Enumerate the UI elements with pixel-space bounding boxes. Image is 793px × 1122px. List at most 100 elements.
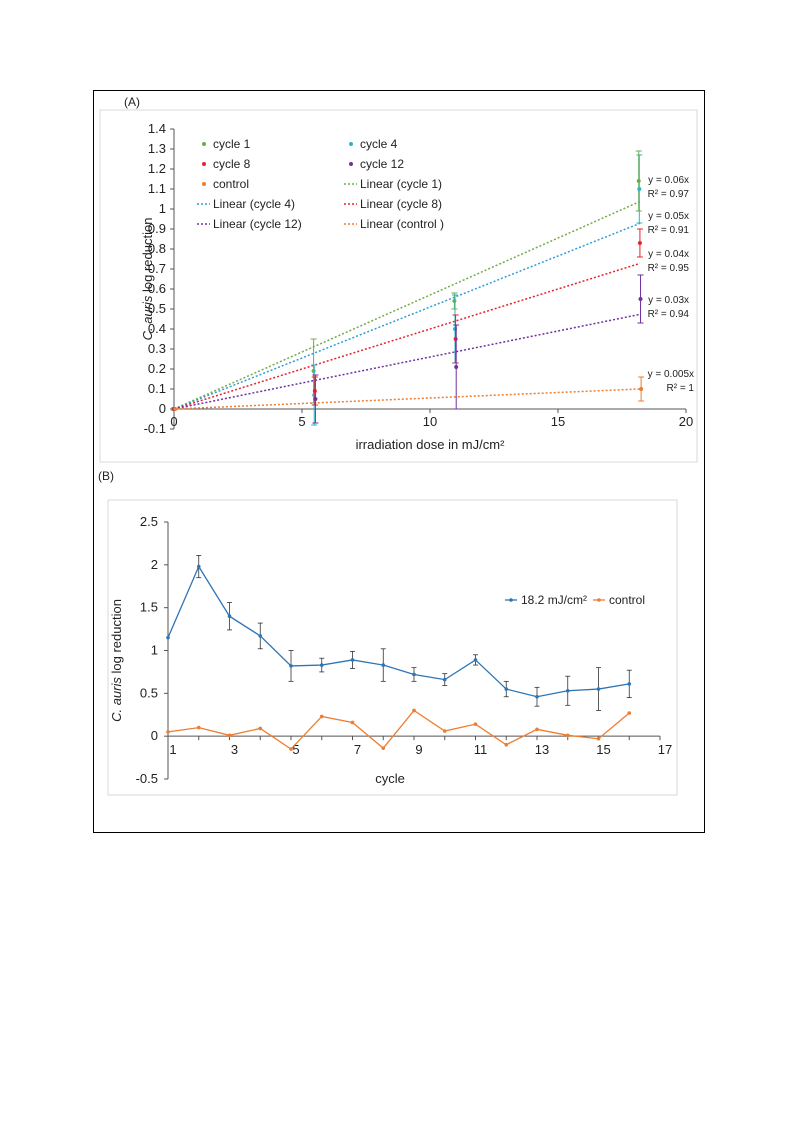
panel-a-trend-equation: y = 0.03x <box>648 295 689 306</box>
panel-a-y-tick-label: 0.1 <box>148 381 166 396</box>
panel-b-y-tick-label: 1 <box>151 643 158 658</box>
panel-b-data-point <box>319 663 324 667</box>
panel-a-y-tick-label: 0.7 <box>148 261 166 276</box>
panel-a-trendline <box>173 222 641 410</box>
panel-a-trend-r2: R² = 1 <box>666 383 694 394</box>
panel-b-y-axis-label-species: C. auris <box>109 677 124 722</box>
legend-marker <box>349 142 353 146</box>
panel-b-data-point <box>258 726 263 731</box>
legend-marker <box>202 182 206 186</box>
panel-a-y-tick-label: 1.4 <box>148 121 166 136</box>
panel-b-data-point <box>166 730 170 734</box>
panel-b-x-tick-label: 7 <box>354 742 361 757</box>
panel-b-x-tick-label: 15 <box>596 742 610 757</box>
panel-b-data-point <box>227 614 232 619</box>
panel-b-data-point <box>412 672 416 677</box>
panel-b-data-point <box>473 722 478 726</box>
legend-label: cycle 8 <box>213 157 251 171</box>
panel-b-data-point <box>289 747 293 751</box>
panel-a-trend-r2: R² = 0.95 <box>648 263 690 274</box>
panel-a: (A) -0.1 0 0.1 0.2 0.3 0.4 0.5 0.6 0.7 0.8 0.9 1 1.1 1… <box>99 95 698 463</box>
panel-b-data-point <box>565 733 570 738</box>
panel-b-y-axis-label: C. auris log reduction <box>109 599 124 722</box>
panel-b-data-point <box>196 564 201 569</box>
panel-b-data-point <box>381 746 386 750</box>
panel-b-data-point <box>627 682 632 686</box>
panel-a-x-axis-label: irradiation dose in mJ/cm² <box>356 437 505 452</box>
legend-label: control <box>213 177 249 191</box>
legend-label: 18.2 mJ/cm² <box>521 593 587 607</box>
panel-a-y-tick-label: 1.2 <box>148 161 166 176</box>
panel-a-y-axis-label-species: C. auris <box>140 295 155 340</box>
panel-b-data-point <box>535 727 539 732</box>
panel-a-data-point <box>637 187 642 191</box>
panel-a-y-tick-label: 0.5 <box>148 301 166 316</box>
legend-label: control <box>609 593 645 607</box>
panel-a-x-tick-label: 20 <box>679 414 693 429</box>
panel-b-plot-area <box>107 499 678 796</box>
panel-a-data-point <box>312 389 317 393</box>
panel-a-data-point <box>173 407 178 411</box>
legend-label: Linear (control ) <box>360 217 444 231</box>
panel-a-label: (A) <box>124 95 140 109</box>
panel-a-y-tick-label: 1.1 <box>148 181 166 196</box>
panel-b-data-point <box>350 658 355 662</box>
legend-label: Linear (cycle 12) <box>213 217 302 231</box>
panel-a-x-tick-label: 15 <box>551 414 565 429</box>
panel-b-data-point <box>565 688 570 693</box>
panel-b-x-tick-label: 5 <box>292 742 299 757</box>
panel-a-trend-r2: R² = 0.91 <box>648 225 690 236</box>
panel-a-trendline <box>173 388 640 410</box>
panel-a-x-tick-label: 5 <box>298 414 305 429</box>
panel-b-y-tick-label: 2.5 <box>140 514 158 529</box>
panel-b-x-tick-label: 17 <box>658 742 672 757</box>
panel-a-y-tick-label: 1 <box>159 201 166 216</box>
legend-label: Linear (cycle 4) <box>213 197 295 211</box>
legend-label: cycle 12 <box>360 157 404 171</box>
panel-a-y-axis-label: C. auris log reduction <box>140 218 155 341</box>
panel-b-data-point <box>596 736 601 741</box>
panel-b-y-tick-label: 1.5 <box>140 600 158 615</box>
panel-a-trend-equation: y = 0.005x <box>648 369 694 380</box>
panel-b-data-point <box>227 733 232 738</box>
panel-b-data-point <box>442 729 447 733</box>
figure-frame <box>93 90 705 833</box>
panel-b-data-point <box>319 714 324 719</box>
panel-a-y-axis-label-text: log reduction <box>140 218 155 296</box>
panel-a-data-point <box>454 365 459 369</box>
panel-b-data-point <box>412 708 416 713</box>
panel-a-trendline <box>173 313 641 410</box>
legend-label: Linear (cycle 1) <box>360 177 442 191</box>
panel-a-y-tick-label: 0.6 <box>148 281 166 296</box>
legend-marker <box>597 598 601 602</box>
panel-b-series-line <box>167 709 630 750</box>
panel-b-data-point <box>350 720 355 725</box>
panel-b-y-axis-label-text: log reduction <box>109 599 124 677</box>
panel-b-data-point <box>596 687 601 691</box>
panel-a-legend: cycle 1 cycle 4 cycle 8 cycle 12 control Line… <box>197 137 444 231</box>
panel-b-y-tick-label: 2 <box>151 557 158 572</box>
panel-b-data-point <box>196 725 201 730</box>
panel-a-data-point <box>453 337 458 341</box>
panel-b-label: (B) <box>98 469 114 483</box>
panel-b: (B)-0.500.511.522.51 3 5 7 9 11 13 15 17cycleC. … <box>98 469 678 796</box>
panel-a-trendline <box>173 262 641 410</box>
panel-b-x-tick-label: 3 <box>231 742 238 757</box>
panel-a-data-point <box>639 387 644 391</box>
panel-a-y-tick-label: 0 <box>159 401 166 416</box>
panel-a-x-tick-label: 10 <box>423 414 437 429</box>
panel-b-legend: 18.2 mJ/cm² control <box>505 593 645 607</box>
panel-b-y-tick-label: -0.5 <box>136 771 158 786</box>
panel-b-y-tick-label: 0 <box>151 728 158 743</box>
panel-b-data-point <box>504 742 509 747</box>
panel-b-data-point <box>627 711 632 715</box>
panel-a-data-point <box>636 179 641 183</box>
panel-b-data-point <box>381 663 386 667</box>
panel-b-x-axis-label: cycle <box>375 771 405 786</box>
legend-marker <box>349 162 353 166</box>
panel-a-trend-r2: R² = 0.94 <box>648 309 690 320</box>
legend-label: cycle 4 <box>360 137 398 151</box>
panel-a-data-point <box>311 369 316 373</box>
panel-b-data-point <box>473 658 478 662</box>
